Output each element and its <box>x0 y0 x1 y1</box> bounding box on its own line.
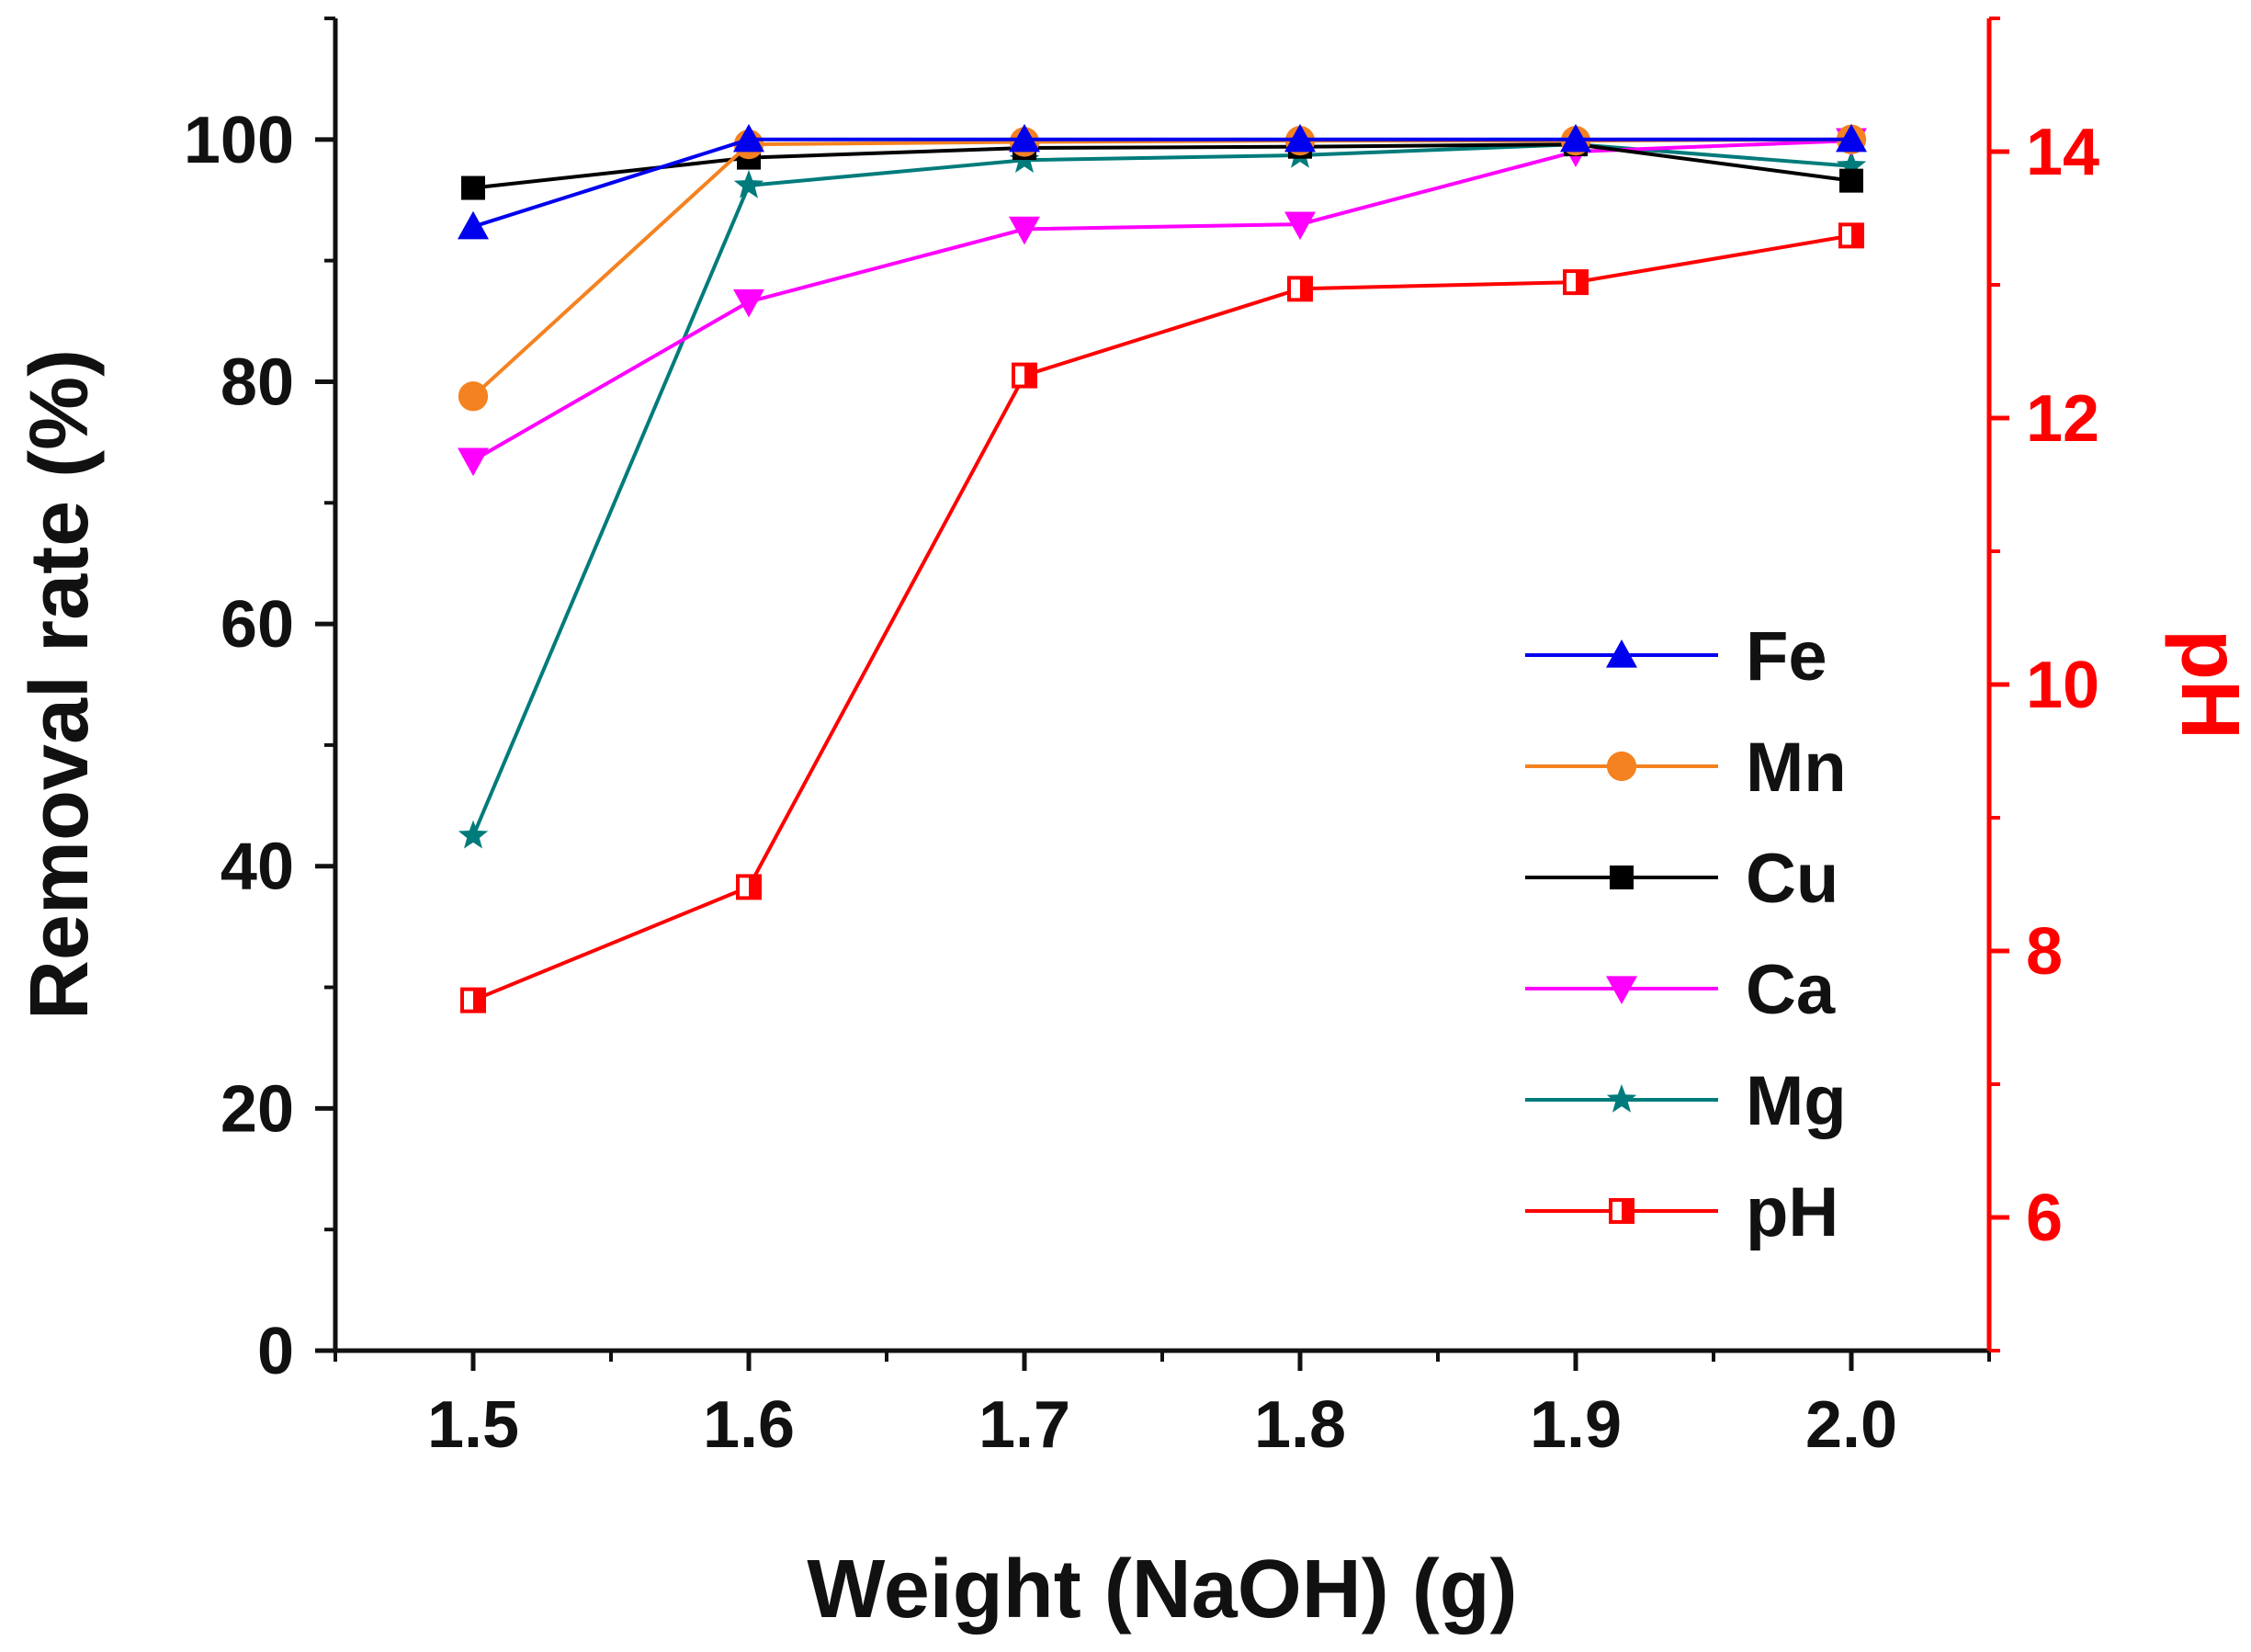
y-tick-label: 60 <box>221 588 294 662</box>
data-point <box>458 447 489 477</box>
legend-item-cu: Cu <box>1525 840 1838 918</box>
x-tick-label: 1.6 <box>703 1388 795 1462</box>
y2-tick-label: 12 <box>2026 382 2099 456</box>
axes <box>333 18 1992 1353</box>
data-point <box>458 210 489 240</box>
data-point <box>1606 751 1637 782</box>
data-point <box>1610 866 1634 889</box>
data-point <box>1609 1198 1635 1224</box>
legend-item-mg: Mg <box>1525 1062 1847 1140</box>
data-point <box>1838 222 1864 249</box>
legend-item-ph: pH <box>1525 1173 1838 1251</box>
data-point <box>460 987 486 1013</box>
data-point-half <box>473 989 484 1012</box>
x-tick-label: 1.9 <box>1530 1388 1622 1462</box>
x-tick-label: 1.7 <box>978 1388 1070 1462</box>
data-point <box>1836 123 1867 153</box>
legend-item-ca: Ca <box>1525 951 1836 1029</box>
series-line-ph <box>472 233 1852 1002</box>
data-point-half <box>1576 271 1587 294</box>
data-point <box>1563 269 1589 296</box>
series-line-mn <box>471 137 1852 398</box>
legend-label: Mn <box>1746 729 1847 807</box>
data-point <box>1009 216 1040 245</box>
data-point-half <box>749 876 760 899</box>
series-mg <box>458 129 1867 849</box>
data-point <box>1284 211 1316 241</box>
data-point <box>733 289 764 318</box>
data-point <box>733 169 764 198</box>
data-point <box>458 381 489 412</box>
legend-item-mn: Mn <box>1525 729 1847 807</box>
series-ca <box>458 128 1867 477</box>
data-point <box>1012 362 1037 389</box>
legend: Fe Mn Cu Ca Mg pH <box>1525 617 1847 1251</box>
y2-tick-label: 14 <box>2026 116 2099 189</box>
legend-label: Ca <box>1746 951 1836 1029</box>
y2-tick-label: 8 <box>2026 915 2063 989</box>
data-point <box>1560 123 1591 153</box>
data-point <box>1009 123 1040 153</box>
x-tick-label: 2.0 <box>1805 1388 1897 1462</box>
y-axis-title: Removal rate (%) <box>14 349 106 1020</box>
y2-tick-label: 10 <box>2026 649 2099 722</box>
legend-item-fe: Fe <box>1525 617 1827 696</box>
series-ph <box>460 222 1864 1013</box>
data-point-half <box>1024 364 1035 387</box>
x-axis-title: Weight (NaOH) (g) <box>807 1544 1517 1635</box>
data-point <box>461 175 485 200</box>
data-point <box>1836 150 1867 179</box>
ticks <box>315 17 2009 1371</box>
series-line-ca <box>472 139 1852 462</box>
series-line-cu <box>472 142 1852 190</box>
legend-label: Cu <box>1746 840 1838 918</box>
data-point-half <box>1851 224 1862 247</box>
data-point <box>1284 123 1316 153</box>
data-point <box>1287 276 1313 302</box>
legend-label: pH <box>1746 1173 1838 1251</box>
data-point <box>1606 1084 1637 1113</box>
y2-tick-label: 6 <box>2026 1182 2063 1255</box>
data-point <box>1839 168 1863 193</box>
series-fe <box>458 123 1867 240</box>
y-tick-label: 20 <box>221 1072 294 1146</box>
data-point <box>458 820 489 849</box>
data-point <box>1606 639 1637 668</box>
y-tick-label: 0 <box>257 1315 294 1388</box>
y-tick-label: 100 <box>184 104 294 177</box>
y-tick-label: 40 <box>221 831 294 904</box>
tick-labels: 1.5 1.6 1.7 1.8 1.9 2.0 0 20 40 60 80 100 6 8 10 12 14 <box>184 104 2099 1462</box>
series-group <box>458 123 1867 1013</box>
data-point <box>736 874 762 900</box>
series-line-mg <box>471 142 1852 837</box>
y-tick-label: 80 <box>221 345 294 419</box>
y2-axis-title: pH <box>2164 629 2251 740</box>
series-line-fe <box>472 137 1851 229</box>
legend-label: Mg <box>1746 1062 1847 1140</box>
data-point-half <box>1622 1200 1633 1222</box>
legend-label: Fe <box>1746 617 1827 696</box>
data-point <box>1606 976 1637 1004</box>
x-tick-label: 1.8 <box>1254 1388 1346 1462</box>
data-point <box>733 123 764 153</box>
data-point-half <box>1300 277 1311 300</box>
x-tick-label: 1.5 <box>427 1388 519 1462</box>
